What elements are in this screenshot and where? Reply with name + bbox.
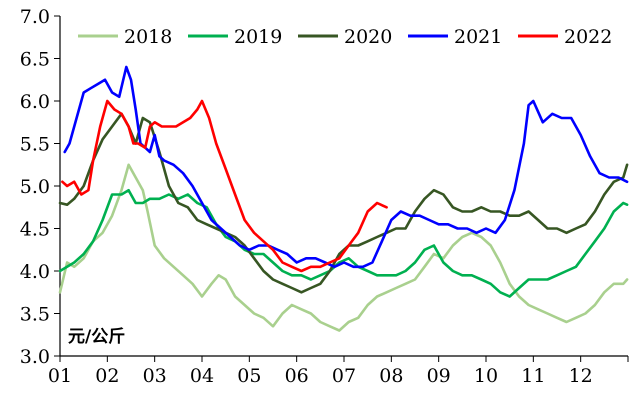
series-line-2021 (63, 65, 629, 269)
x-tick-label: 05 (237, 365, 261, 387)
x-tick-label: 07 (332, 365, 356, 387)
legend-label-2021: 2021 (454, 26, 502, 48)
x-tick-label: 09 (427, 365, 451, 387)
series-line-2020 (58, 112, 629, 294)
y-tick-label: 3.5 (20, 304, 50, 326)
x-tick-label: 11 (521, 365, 545, 387)
series-line-2019 (58, 188, 629, 298)
x-tick-label: 04 (190, 365, 214, 387)
series-line-2022 (61, 99, 388, 273)
x-tick-label: 10 (474, 365, 498, 387)
x-tick-label: 06 (285, 365, 309, 387)
y-tick-label: 4.5 (20, 219, 50, 241)
legend-label-2018: 2018 (124, 26, 172, 48)
x-tick-label: 08 (379, 365, 403, 387)
legend-label-2020: 2020 (344, 26, 392, 48)
y-tick-label: 7.0 (20, 6, 50, 28)
legend: 2018 2019 2020 2021 2022 (78, 26, 612, 48)
y-tick-label: 6.0 (20, 91, 50, 113)
unit-label: 元/公斤 (68, 327, 125, 347)
x-tick-label: 03 (143, 365, 167, 387)
x-tick-label: 02 (95, 365, 119, 387)
y-tick-label: 4.0 (20, 261, 50, 283)
y-tick-label: 3.0 (20, 346, 50, 368)
legend-label-2019: 2019 (234, 26, 282, 48)
y-tick-label: 5.5 (20, 134, 50, 156)
y-tick-label: 6.5 (20, 49, 50, 71)
legend-label-2022: 2022 (564, 26, 612, 48)
x-tick-label: 12 (569, 365, 593, 387)
series-layer (58, 65, 629, 332)
y-axis: 7.0 6.5 6.0 5.5 5.0 4.5 4.0 3.5 3.0 (20, 6, 61, 368)
series-line-2018 (58, 163, 629, 332)
x-axis: 01 02 03 04 05 06 07 08 09 10 11 12 (48, 355, 629, 387)
x-tick-label: 01 (48, 365, 72, 387)
y-tick-label: 5.0 (20, 176, 50, 198)
